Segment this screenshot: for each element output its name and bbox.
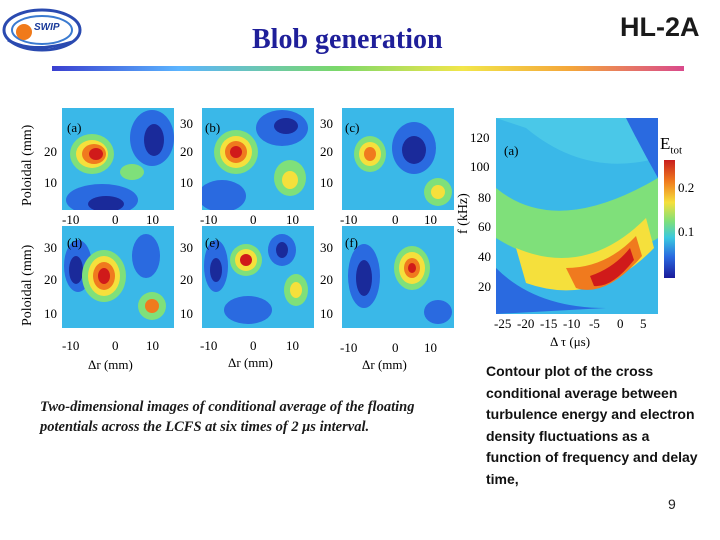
ytick: 100	[470, 159, 490, 174]
ytick: 10	[320, 306, 333, 321]
xtick: 0	[112, 338, 119, 353]
ytick: 10	[180, 175, 193, 190]
ytick: 20	[320, 144, 333, 159]
contour-panel-a	[62, 108, 174, 210]
contour-panel-e	[202, 226, 314, 328]
ytick: 30	[180, 116, 193, 131]
xtick: 0	[392, 212, 399, 227]
ytick: 30	[180, 240, 193, 255]
panel-label-c: (c)	[345, 120, 360, 135]
ytick: 20	[180, 272, 193, 287]
slide-title: Blob generation	[252, 24, 443, 55]
page-number: 9	[668, 496, 676, 512]
ytick: 20	[320, 272, 333, 287]
xtick: 10	[424, 340, 437, 355]
xtick: -10	[340, 212, 358, 227]
left-figure-caption: Two-dimensional images of conditional av…	[40, 399, 415, 435]
contour-panel-c	[342, 108, 454, 210]
ytick: 40	[478, 249, 491, 264]
panel-label-a: (a)	[67, 120, 82, 135]
xtick: 5	[640, 316, 647, 331]
ytick: 20	[478, 279, 491, 294]
panel-label-f: (f)	[345, 235, 358, 250]
xtick: 0	[250, 212, 257, 227]
swip-logo	[2, 2, 88, 56]
x-axis-label-mid: Δr (mm)	[228, 355, 273, 370]
y-axis-label-top: Poloidal (mm)	[20, 124, 35, 206]
ytick: 10	[44, 175, 57, 190]
ytick: 10	[180, 306, 193, 321]
xtick: 0	[112, 212, 119, 227]
xtick: 0	[392, 340, 399, 355]
right-panel-label: (a)	[504, 143, 519, 158]
ytick: 10	[320, 175, 333, 190]
colorbar-title: Etot	[660, 134, 683, 157]
ytick: 30	[320, 240, 333, 255]
xtick: -10	[200, 212, 218, 227]
x-axis-label-left: Δr (mm)	[88, 357, 133, 372]
colorbar-tick: 0.1	[678, 224, 695, 239]
xtick: 10	[424, 212, 437, 227]
ytick: 20	[44, 144, 57, 159]
xtick: -10	[62, 212, 80, 227]
contour-panel-d	[62, 226, 174, 328]
xtick: -20	[517, 316, 535, 331]
right-figure-caption: Contour plot of the cross conditional av…	[486, 363, 698, 487]
panel-label-d: (d)	[67, 235, 83, 250]
ytick: 80	[478, 190, 491, 205]
delay-axis-label: Δ τ (μs)	[550, 334, 591, 349]
title-divider	[52, 66, 684, 71]
xtick: -5	[589, 316, 600, 331]
ytick: 20	[180, 144, 193, 159]
xtick: 0	[617, 316, 624, 331]
xtick: -10	[563, 316, 581, 331]
logo-text: SWIP	[34, 22, 60, 33]
xtick: -25	[494, 316, 512, 331]
device-name: HL-2A	[620, 12, 700, 42]
xtick: -10	[200, 338, 218, 353]
ytick: 20	[44, 272, 57, 287]
ytick: 30	[320, 116, 333, 131]
xtick: 10	[286, 338, 299, 353]
x-axis-label-right: Δr (mm)	[362, 357, 407, 372]
spectrum-contour	[496, 118, 658, 314]
ytick: 60	[478, 219, 491, 234]
ytick: 120	[470, 130, 490, 145]
ytick: 30	[44, 240, 57, 255]
xtick: 10	[146, 212, 159, 227]
colorbar-tick: 0.2	[678, 180, 695, 195]
xtick: 0	[250, 338, 257, 353]
contour-panel-b	[202, 108, 314, 210]
xtick: 10	[146, 338, 159, 353]
xtick: -15	[540, 316, 558, 331]
contour-panel-f	[342, 226, 454, 328]
y-axis-label-bottom: Poloidal (mm)	[20, 244, 35, 326]
panel-label-b: (b)	[205, 120, 221, 135]
ytick: 10	[44, 306, 57, 321]
colorbar	[664, 160, 675, 278]
freq-axis-label: f (kHz)	[456, 193, 471, 234]
xtick: 10	[286, 212, 299, 227]
xtick: -10	[340, 340, 358, 355]
xtick: -10	[62, 338, 80, 353]
panel-label-e: (e)	[205, 235, 220, 250]
